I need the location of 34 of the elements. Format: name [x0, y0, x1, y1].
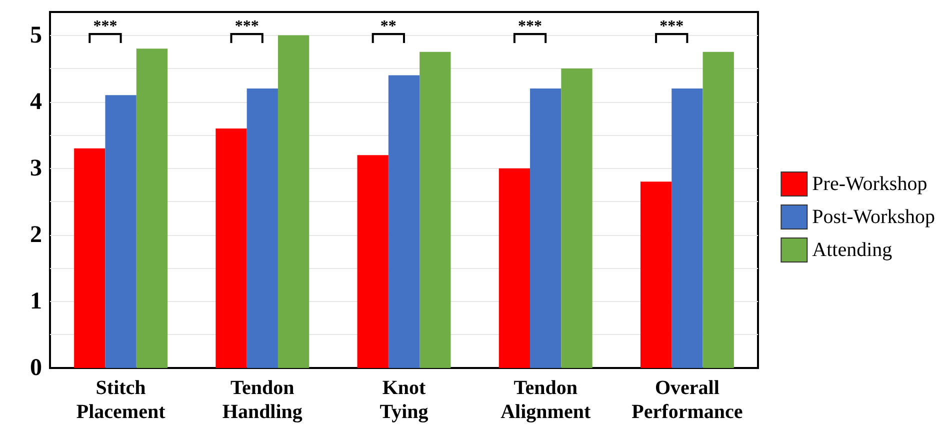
bar	[530, 88, 562, 368]
bar	[216, 128, 247, 368]
bar	[74, 148, 106, 368]
x-tick-label: Knot Tying	[380, 377, 428, 423]
bar	[672, 88, 703, 368]
bar	[357, 155, 388, 368]
legend-label: Post-Workshop	[812, 206, 935, 228]
y-tick-label: 1	[30, 288, 42, 314]
y-tick-label: 4	[30, 88, 42, 115]
x-tick-label: Stitch Placement	[76, 377, 166, 423]
bar	[640, 182, 672, 368]
x-tick-label: Tendon Alignment	[500, 377, 591, 423]
x-tick-label: Tendon Handling	[222, 377, 302, 423]
annotation: ***	[518, 18, 542, 35]
x-tick-label: Overall Performance	[632, 377, 743, 423]
bar	[246, 88, 278, 368]
bar	[136, 48, 168, 368]
y-tick-label: 3	[30, 155, 42, 182]
legend-label: Attending	[812, 239, 892, 261]
annotation: ***	[93, 18, 118, 35]
bar	[388, 75, 420, 368]
bar	[420, 52, 451, 368]
y-tick-label: 5	[30, 22, 42, 48]
bar	[498, 168, 530, 368]
bar	[561, 68, 592, 368]
annotation: ***	[660, 18, 684, 35]
y-tick-label: 0	[30, 355, 42, 381]
annotation: ***	[234, 18, 259, 35]
bar	[702, 52, 734, 368]
annotation: **	[380, 18, 396, 35]
bar	[105, 95, 136, 368]
y-tick-label: 2	[30, 222, 42, 248]
bar	[278, 35, 310, 368]
legend-label: Pre-Workshop	[812, 173, 928, 195]
